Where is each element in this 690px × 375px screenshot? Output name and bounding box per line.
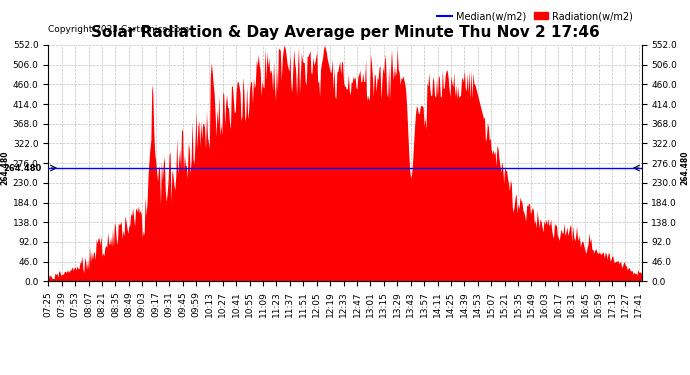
Text: 264.480: 264.480 bbox=[3, 164, 41, 172]
Legend: Median(w/m2), Radiation(w/m2): Median(w/m2), Radiation(w/m2) bbox=[433, 8, 637, 25]
Text: 264.480: 264.480 bbox=[680, 151, 689, 185]
Text: Copyright 2023 Cartronics.com: Copyright 2023 Cartronics.com bbox=[48, 25, 190, 34]
Text: 264.480: 264.480 bbox=[1, 151, 10, 185]
Title: Solar Radiation & Day Average per Minute Thu Nov 2 17:46: Solar Radiation & Day Average per Minute… bbox=[90, 25, 600, 40]
